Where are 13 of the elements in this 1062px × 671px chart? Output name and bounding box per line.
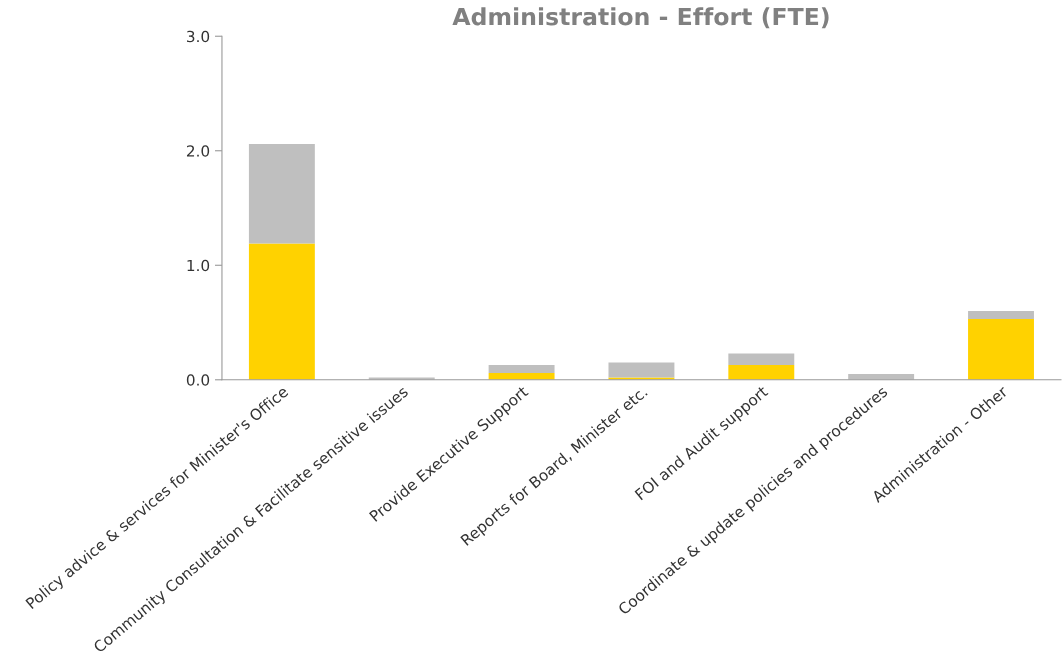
bar [728, 353, 795, 365]
y-tick-label: 2.0 [186, 145, 210, 157]
bar [248, 243, 315, 380]
bar [728, 364, 795, 380]
chart-title: Administration - Effort (FTE) [452, 7, 829, 29]
bar [968, 311, 1034, 320]
y-tick-label: 3.0 [187, 30, 210, 43]
bar [968, 319, 1034, 380]
y-tick-label: 0.0 [186, 374, 210, 386]
bar [488, 364, 555, 373]
bar [608, 362, 675, 378]
bar [248, 143, 315, 244]
y-tick-label: 1.0 [187, 259, 210, 272]
